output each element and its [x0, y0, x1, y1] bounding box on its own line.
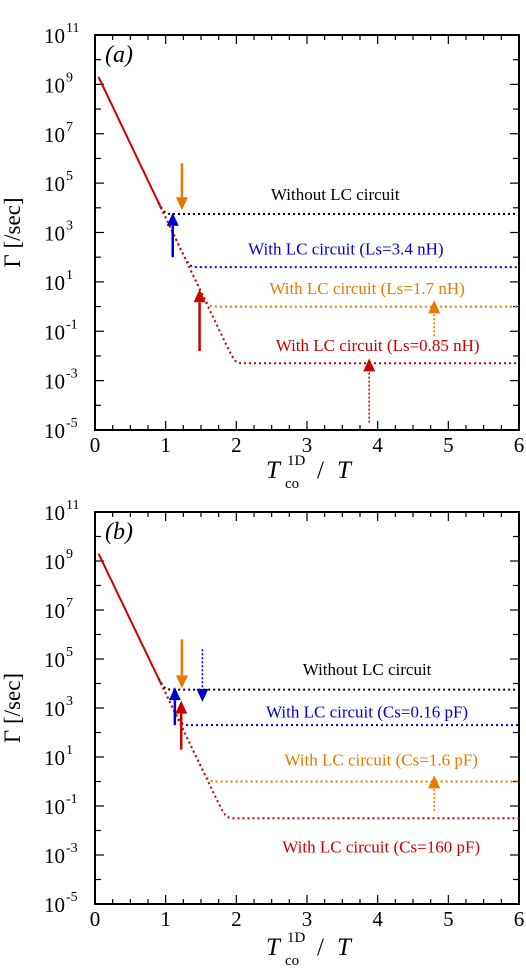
x-axis-label-sup: 1D — [287, 453, 306, 469]
x-tick-label: 2 — [231, 433, 242, 457]
arrow-head-3 — [196, 688, 209, 702]
x-tick-label: 0 — [90, 433, 101, 457]
y-tick-label: 10 — [44, 73, 65, 97]
y-tick-exponent: 9 — [66, 547, 73, 562]
y-tick-label: 10 — [44, 123, 65, 147]
panel-label: (b) — [105, 519, 133, 545]
series-label-1: With LC circuit (Cs=0.16 pF) — [266, 703, 468, 722]
x-axis-label-rest: / — [317, 934, 324, 961]
y-tick-exponent: 11 — [66, 498, 79, 513]
y-axis-label: Γ [/sec] — [0, 197, 25, 267]
steep-region-line — [97, 553, 163, 685]
y-tick-exponent: -5 — [66, 416, 78, 431]
series-line-3 — [157, 678, 519, 820]
y-tick-exponent: 7 — [66, 120, 73, 135]
x-axis-label: T — [266, 934, 282, 961]
y-tick-exponent: -3 — [66, 841, 78, 856]
y-tick-label: 10 — [44, 222, 65, 246]
steep-region-line — [97, 76, 163, 210]
y-tick-label: 10 — [44, 501, 65, 525]
x-tick-label: 3 — [302, 907, 313, 931]
x-tick-label: 6 — [514, 907, 525, 931]
y-tick-label: 10 — [44, 172, 65, 196]
series-label-0: Without LC circuit — [271, 185, 400, 204]
y-tick-label: 10 — [44, 370, 65, 394]
arrow-head-4 — [428, 775, 441, 789]
y-tick-label: 10 — [44, 599, 65, 623]
y-tick-label: 10 — [44, 746, 65, 770]
series-label-0: Without LC circuit — [303, 660, 432, 679]
series-label-1: With LC circuit (Ls=3.4 nH) — [248, 240, 443, 259]
y-tick-exponent: 3 — [66, 219, 73, 234]
x-axis-label-T: T — [337, 934, 353, 961]
x-axis-label-sup: 1D — [287, 930, 306, 946]
arrow-head-1 — [175, 675, 188, 689]
arrow-head-0 — [168, 687, 181, 701]
arrow-head-3 — [428, 300, 441, 314]
x-tick-label: 5 — [443, 907, 454, 931]
y-tick-exponent: -1 — [66, 792, 78, 807]
arrow-head-1 — [175, 197, 188, 211]
y-tick-label: 10 — [44, 893, 65, 917]
y-tick-exponent: 9 — [66, 70, 73, 85]
y-tick-label: 10 — [44, 795, 65, 819]
y-axis-label: Γ [/sec] — [0, 673, 25, 743]
series-line-0 — [157, 202, 519, 215]
plot-frame — [94, 34, 520, 431]
arrow-head-0 — [166, 212, 179, 226]
x-tick-label: 2 — [231, 907, 242, 931]
y-tick-exponent: -5 — [66, 890, 78, 905]
arrow-head-4 — [363, 358, 376, 372]
y-tick-exponent: -3 — [66, 367, 78, 382]
series-label-3: With LC circuit (Ls=0.85 nH) — [276, 336, 480, 355]
x-tick-label: 1 — [160, 907, 171, 931]
x-tick-label: 1 — [160, 433, 171, 457]
x-tick-label: 4 — [372, 907, 383, 931]
series-label-3: With LC circuit (Cs=160 pF) — [282, 837, 480, 856]
y-tick-label: 10 — [44, 697, 65, 721]
y-tick-label: 10 — [44, 271, 65, 295]
arrow-head-2 — [193, 289, 206, 303]
y-tick-exponent: 1 — [66, 268, 73, 283]
series-label-2: With LC circuit (Cs=1.6 pF) — [284, 750, 478, 769]
x-axis-label: T — [266, 457, 282, 484]
x-tick-label: 6 — [514, 433, 525, 457]
x-axis-label-sub: co — [285, 476, 299, 492]
y-tick-exponent: 11 — [66, 21, 79, 36]
y-tick-exponent: 3 — [66, 694, 73, 709]
x-tick-label: 0 — [90, 907, 101, 931]
y-tick-label: 10 — [44, 844, 65, 868]
x-axis-label-rest: / — [317, 457, 324, 484]
x-tick-label: 3 — [302, 433, 313, 457]
y-tick-label: 10 — [44, 419, 65, 443]
y-tick-exponent: 5 — [66, 169, 73, 184]
curves — [97, 76, 519, 365]
y-tick-exponent: 5 — [66, 645, 73, 660]
curves — [97, 553, 519, 820]
y-tick-label: 10 — [44, 550, 65, 574]
series-label-2: With LC circuit (Ls=1.7 nH) — [269, 279, 464, 298]
y-tick-label: 10 — [44, 320, 65, 344]
y-tick-exponent: 1 — [66, 743, 73, 758]
panel-label: (a) — [105, 42, 133, 68]
y-tick-exponent: 7 — [66, 596, 73, 611]
y-tick-label: 10 — [44, 648, 65, 672]
series-line-0 — [157, 677, 519, 691]
x-axis-label-T: T — [337, 457, 353, 484]
x-tick-label: 4 — [372, 433, 383, 457]
y-tick-exponent: -1 — [66, 317, 78, 332]
arrow-head-2 — [175, 700, 188, 714]
x-axis-label-sub: co — [285, 953, 299, 969]
y-tick-label: 10 — [44, 24, 65, 48]
x-tick-label: 5 — [443, 433, 454, 457]
